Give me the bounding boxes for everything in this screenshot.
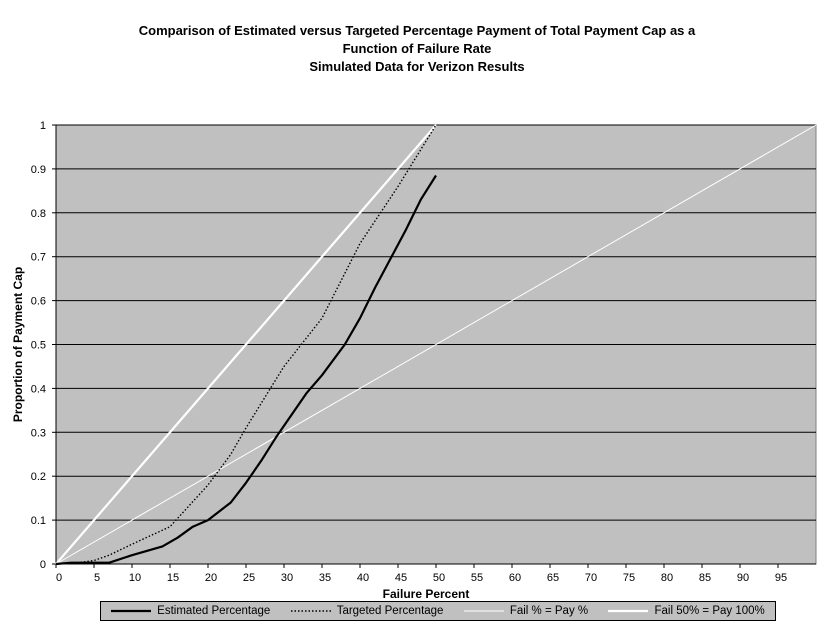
x-tick-label: 5: [94, 572, 100, 584]
x-tick-label: 30: [281, 572, 293, 584]
legend-label: Fail % = Pay %: [509, 605, 589, 617]
x-tick-label: 0: [56, 572, 62, 584]
x-tick-label: 65: [547, 572, 559, 584]
chart-title-line-2: Function of Failure Rate: [342, 41, 492, 56]
y-tick-label: 0.9: [31, 164, 46, 176]
x-tick-label: 80: [661, 572, 673, 584]
legend-swatch: [463, 610, 504, 612]
legend-label: Estimated Percentage: [157, 605, 271, 617]
x-tick-label: 35: [319, 572, 331, 584]
y-tick-label: 0.4: [31, 383, 46, 395]
x-axis-label: Failure Percent: [383, 587, 470, 600]
x-tick-label: 10: [129, 572, 141, 584]
legend-item-3: Fail % = Pay %: [463, 605, 589, 617]
legend-item-1: Estimated Percentage: [111, 605, 270, 617]
line-chart: 00.10.20.30.40.50.60.70.80.910 5 10 15 20 25 3…: [11, 120, 817, 600]
x-tick-label: 50: [433, 572, 445, 584]
x-tick-label: 25: [243, 572, 255, 584]
x-tick-label: 55: [471, 572, 483, 584]
series-line-3: [55, 124, 817, 565]
x-tick-label: 45: [395, 572, 407, 584]
legend-label: Fail 50% = Pay 100%: [654, 605, 765, 617]
legend-swatch: [608, 609, 649, 613]
x-tick-label: 60: [509, 572, 521, 584]
y-tick-label: 0.7: [31, 252, 46, 264]
y-tick-label: 0.2: [31, 471, 46, 483]
x-tick-label: 40: [357, 572, 369, 584]
chart-legend: Estimated Percentage Targeted Percentage F…: [100, 601, 776, 621]
x-tick-label: 75: [623, 572, 635, 584]
series-line-2: [55, 124, 437, 565]
series-line-4: [55, 124, 437, 565]
legend-swatch: [290, 610, 331, 612]
x-tick-label: 20: [205, 572, 217, 584]
x-tick-label: 15: [167, 572, 179, 584]
y-tick-label: 0.5: [31, 340, 46, 352]
y-tick-label: 0.1: [31, 515, 46, 527]
y-tick-label: 1: [40, 120, 46, 132]
x-tick-label: 95: [775, 572, 787, 584]
chart-title-line-3: Simulated Data for Verizon Results: [309, 59, 525, 74]
legend-label: Targeted Percentage: [336, 605, 444, 617]
x-tick-label: 90: [737, 572, 749, 584]
legend-item-2: Targeted Percentage: [290, 605, 444, 617]
y-tick-label: 0.6: [31, 296, 46, 308]
series-line-1: [55, 174, 437, 566]
chart-title: Comparison of Estimated versus Targeted …: [0, 22, 834, 76]
legend-swatch: [111, 609, 152, 613]
y-axis-label: Proportion of Payment Cap: [11, 267, 25, 422]
x-tick-label: 70: [585, 572, 597, 584]
y-tick-label: 0.8: [31, 208, 46, 220]
y-tick-label: 0.3: [31, 427, 46, 439]
x-tick-label: 85: [699, 572, 711, 584]
y-tick-label: 0: [40, 559, 46, 571]
chart-title-line-1: Comparison of Estimated versus Targeted …: [138, 23, 696, 38]
legend-item-4: Fail 50% = Pay 100%: [608, 605, 765, 617]
